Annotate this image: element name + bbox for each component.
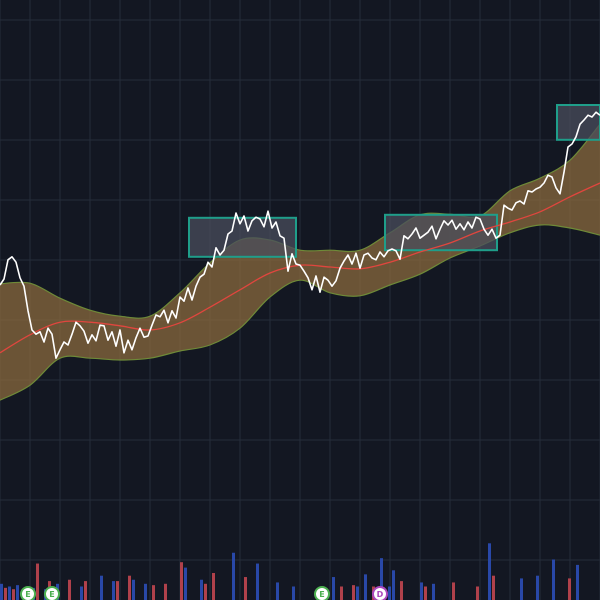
price-lines xyxy=(0,111,600,360)
volume-bar-up xyxy=(144,583,147,600)
volume-bar-down xyxy=(180,562,183,600)
marker-circle xyxy=(372,586,388,600)
volume-bar-down xyxy=(68,579,71,600)
volume-bar-down xyxy=(400,581,403,600)
volume-bar-up xyxy=(184,567,187,600)
marker-label: E xyxy=(49,590,54,599)
volume-bar-down xyxy=(84,581,87,600)
volume-bar-up xyxy=(520,578,523,600)
volume-bar-up xyxy=(16,585,19,600)
volume-bar-up xyxy=(392,570,395,600)
earnings-marker[interactable]: E xyxy=(20,586,36,600)
volume-bar-down xyxy=(340,586,343,600)
volume-bars xyxy=(0,543,579,600)
volume-bar-up xyxy=(356,586,359,600)
volume-bar-down xyxy=(4,587,7,600)
marker-circle xyxy=(20,586,36,600)
range-box[interactable] xyxy=(384,213,498,252)
dividend-marker[interactable]: D xyxy=(372,586,388,600)
volume-bar-up xyxy=(232,552,235,600)
volume-bar-up xyxy=(80,586,83,600)
marker-label: D xyxy=(377,590,384,599)
volume-bar-up xyxy=(536,575,539,600)
lower-band-line xyxy=(0,224,600,401)
volume-bar-up xyxy=(0,583,3,600)
volume-bar-down xyxy=(352,585,355,600)
earnings-marker[interactable]: E xyxy=(314,586,330,600)
upper-band-line xyxy=(0,123,600,319)
volume-bar-down xyxy=(452,582,455,600)
volume-bar-up xyxy=(276,582,279,600)
volume-bar-down xyxy=(568,578,571,600)
volume-bar-up xyxy=(100,575,103,600)
volume-bar-down xyxy=(164,583,167,600)
volume-bar-up xyxy=(364,574,367,600)
volume-bar-down xyxy=(492,575,495,600)
volume-bar-up xyxy=(420,582,423,600)
volume-bar-up xyxy=(256,563,259,600)
volume-bar-down xyxy=(204,583,207,600)
volume-bar-up xyxy=(552,559,555,600)
marker-label: E xyxy=(25,590,30,599)
volume-bar-up xyxy=(200,579,203,600)
volume-bar-up xyxy=(292,586,295,600)
earnings-marker[interactable]: E xyxy=(44,586,60,600)
volume-bar-down xyxy=(212,573,215,600)
volume-bar-down xyxy=(244,577,247,600)
range-box[interactable] xyxy=(556,104,600,141)
volume-bar-up xyxy=(380,558,383,600)
volume-bar-up xyxy=(488,543,491,600)
marker-circle xyxy=(314,586,330,600)
volume-bar-down xyxy=(12,589,15,600)
range-boxes xyxy=(188,104,600,258)
volume-bar-up xyxy=(332,577,335,600)
marker-label: E xyxy=(319,590,324,599)
volume-bar-up xyxy=(432,583,435,600)
volume-bar-up xyxy=(576,564,579,600)
marker-circle xyxy=(44,586,60,600)
volume-bar-down xyxy=(152,585,155,600)
volume-bar-down xyxy=(116,581,119,600)
volume-bar-down xyxy=(424,586,427,600)
range-box[interactable] xyxy=(188,216,297,258)
volume-bar-up xyxy=(8,586,11,600)
volume-bar-down xyxy=(36,563,39,600)
volume-bar-up xyxy=(132,579,135,600)
volume-bar-down xyxy=(476,586,479,600)
volume-bar-down xyxy=(128,575,131,600)
price-line xyxy=(0,111,600,360)
volume-bar-up xyxy=(112,581,115,600)
volume-bar-up xyxy=(388,586,391,600)
